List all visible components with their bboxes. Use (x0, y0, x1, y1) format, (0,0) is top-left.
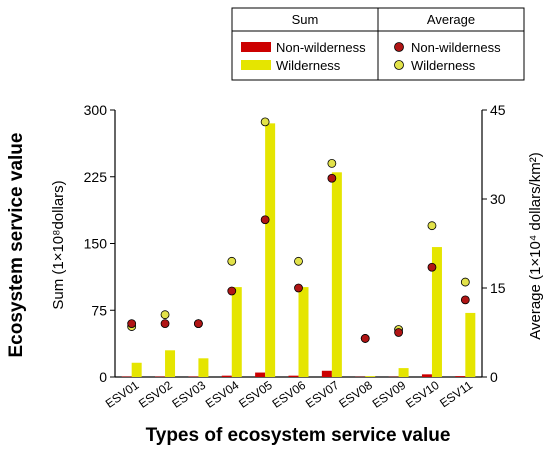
bar-non-wilderness-esv11 (455, 376, 466, 377)
bar-non-wilderness-esv04 (221, 375, 232, 377)
points (127, 117, 470, 343)
point-wilderness-esv02 (160, 310, 170, 320)
x-category-label: ESV04 (203, 378, 242, 411)
x-category-label: ESV11 (437, 378, 475, 411)
point-non-wilderness-esv04 (227, 286, 237, 296)
point-non-wilderness-esv01 (127, 319, 137, 329)
point-wilderness-esv10 (427, 221, 437, 231)
point-non-wilderness-esv06 (294, 283, 303, 293)
point-non-wilderness-esv09 (394, 328, 403, 337)
right-y-tick-label: 15 (490, 280, 506, 296)
x-category-label: ESV06 (270, 378, 309, 411)
bar-wilderness-esv11 (465, 312, 476, 377)
bar-non-wilderness-esv10 (421, 374, 432, 377)
x-category-label: ESV09 (370, 378, 409, 411)
legend-bar-label-non-wilderness: Non-wilderness (276, 40, 366, 55)
legend-point-swatch-non-wilderness (394, 42, 404, 52)
right-y-tick-label: 45 (490, 102, 506, 118)
left-y-axis-title: Sum (1×10⁸dollars) (50, 180, 67, 309)
right-y-tick-label: 0 (490, 369, 498, 385)
bar-wilderness-esv07 (331, 172, 342, 377)
bar-wilderness-esv02 (165, 350, 176, 377)
bar-wilderness-esv08 (365, 376, 376, 377)
point-non-wilderness-esv05 (260, 215, 270, 225)
bar-wilderness-esv06 (298, 287, 309, 377)
legend-point-swatch-wilderness (394, 60, 404, 70)
left-y-tick-label: 75 (91, 302, 107, 318)
legend-average-header: Average (427, 12, 475, 27)
right-y-axis-ticks: 0 15 30 45 (482, 102, 506, 385)
legend-bar-swatch-non-wilderness (241, 42, 271, 52)
legend-point-label-non-wilderness: Non-wilderness (411, 40, 501, 55)
bar-wilderness-esv04 (231, 287, 242, 377)
point-non-wilderness-esv08 (360, 334, 370, 343)
left-y-tick-label: 300 (84, 102, 108, 118)
legend-bar-swatch-wilderness (241, 60, 271, 70)
left-y-axis-ticks: 0 75 150 225 300 (84, 102, 115, 385)
right-y-tick-label: 30 (490, 191, 506, 207)
x-category-label: ESV08 (336, 378, 375, 411)
x-axis-title: Types of ecosystem service value (146, 425, 451, 446)
point-wilderness-esv04 (227, 256, 237, 266)
point-wilderness-esv06 (294, 256, 303, 266)
legend-bar-label-wilderness: Wilderness (276, 58, 341, 73)
left-y-tick-label: 0 (99, 369, 107, 385)
bars (121, 123, 476, 377)
x-category-label: ESV03 (169, 378, 208, 411)
left-y-tick-label: 225 (84, 169, 108, 185)
x-category-labels: ESV01ESV02ESV03ESV04ESV05ESV06ESV07ESV08… (103, 378, 476, 411)
outer-y-axis-title: Ecosystem service value (6, 133, 27, 358)
point-wilderness-esv07 (327, 158, 337, 168)
x-category-label: ESV10 (403, 378, 442, 411)
point-non-wilderness-esv11 (460, 295, 470, 305)
bar-wilderness-esv01 (131, 362, 142, 377)
left-y-tick-label: 150 (84, 236, 108, 252)
bar-wilderness-esv09 (398, 368, 409, 377)
bar-non-wilderness-esv06 (288, 375, 299, 377)
legend-sum-header: Sum (292, 12, 319, 27)
point-wilderness-esv05 (260, 117, 270, 127)
x-category-label: ESV02 (136, 378, 175, 411)
x-category-label: ESV07 (303, 378, 342, 411)
x-category-label: ESV01 (103, 378, 142, 411)
point-non-wilderness-esv02 (160, 319, 170, 329)
point-non-wilderness-esv07 (327, 173, 337, 183)
point-non-wilderness-esv03 (194, 319, 203, 329)
legend-point-label-wilderness: Wilderness (411, 58, 476, 73)
x-category-label: ESV05 (236, 378, 275, 411)
bar-wilderness-esv05 (265, 123, 276, 377)
legend: Sum Average Non-wilderness Wilderness No… (231, 7, 525, 81)
bar-wilderness-esv10 (431, 247, 442, 377)
bar-non-wilderness-esv05 (255, 372, 266, 377)
bar-wilderness-esv03 (198, 358, 209, 377)
bar-non-wilderness-esv07 (321, 370, 332, 377)
point-wilderness-esv11 (460, 277, 470, 287)
point-non-wilderness-esv10 (427, 262, 437, 272)
right-y-axis-title: Average (1×10⁴ dollars/km²) (527, 152, 544, 340)
